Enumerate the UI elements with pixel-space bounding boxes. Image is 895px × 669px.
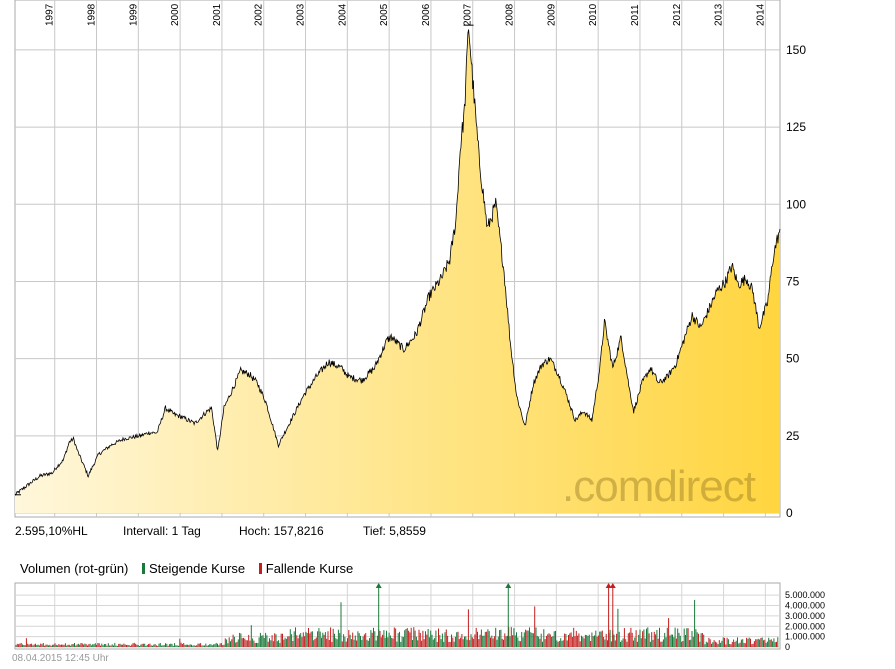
year-label: 2013 [714,3,725,26]
volume-legend: Volumen (rot-grün) Steigende Kurse Falle… [20,561,353,576]
year-label: 2009 [546,3,557,26]
stat-low: Tief: 5,8559 [363,524,426,538]
year-label: 2003 [296,3,307,26]
stat-change: 2.595,10%HL [15,524,88,538]
y-tick-label: 25 [786,429,800,443]
overflow-arrow-icon [375,583,382,588]
volume-tick-label: 0 [785,642,790,652]
y-tick-label: 125 [786,120,806,134]
comdirect-watermark: .comdirect [562,462,756,511]
volume-legend-title: Volumen (rot-grün) [20,561,129,576]
year-label: 2011 [630,4,641,26]
volume-tick-label: 4.000.000 [785,601,825,611]
year-label: 2002 [254,3,265,26]
chart-stats: 2.595,10%HL Intervall: 1 Tag Hoch: 157,8… [15,524,426,538]
year-label: 2000 [170,3,181,26]
stat-interval: Intervall: 1 Tag [123,524,201,538]
year-label: 1999 [128,3,139,26]
volume-legend-falling: Fallende Kurse [265,561,354,576]
y-tick-label: 150 [786,43,806,57]
year-label: 2004 [337,3,348,26]
volume-legend-rising: Steigende Kurse [149,561,246,576]
year-label: 2008 [505,3,516,26]
falling-marker-icon [258,563,262,574]
price-area-fill [15,29,780,513]
y-tick-label: 50 [786,352,800,366]
price-line [14,29,781,496]
year-label: 1997 [45,3,56,26]
year-label: 2014 [755,3,766,26]
overflow-arrow-icon [505,583,512,588]
overflow-arrow-icon [609,583,616,588]
year-label: 2006 [421,3,432,26]
y-tick-label: 75 [786,274,800,288]
year-label: 2010 [588,3,599,26]
y-tick-label: 0 [786,506,793,520]
volume-tick-label: 2.000.000 [785,621,825,631]
overflow-arrow-icon [605,583,612,588]
year-label: 2012 [672,3,683,26]
volume-tick-label: 1.000.000 [785,632,825,642]
year-label: 2005 [379,3,390,26]
timestamp: 08.04.2015 12:45 Uhr [12,653,109,664]
year-label: 1998 [87,3,98,26]
y-tick-label: 100 [786,197,806,211]
year-label: 2001 [212,3,223,26]
volume-tick-label: 5.000.000 [785,590,825,600]
stat-high: Hoch: 157,8216 [239,524,324,538]
volume-tick-label: 3.000.000 [785,611,825,621]
year-label: 2007 [463,3,474,26]
rising-marker-icon [142,563,146,574]
